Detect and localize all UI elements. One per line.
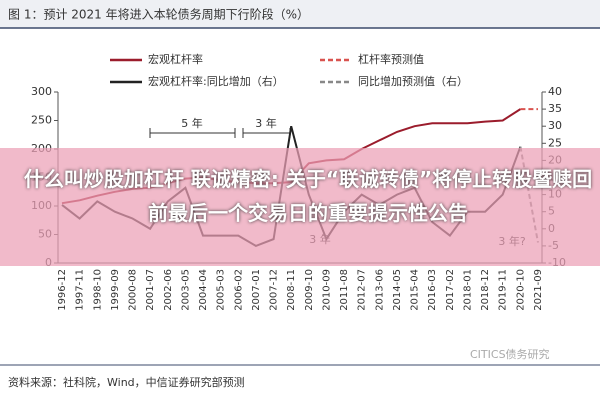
title-bar (0, 0, 600, 28)
legend-label: 杠杆率预测值 (358, 52, 424, 66)
x-tick-label: 2013-06 (374, 269, 385, 311)
x-tick-label: 1996-12 (57, 269, 68, 311)
x-tick-label: 2007-01 (251, 269, 262, 311)
x-tick-label: 2010-09 (321, 269, 332, 311)
x-tick-label: 2006-02 (233, 269, 244, 311)
source: 资料来源：社科院，Wind，中信证券研究部预测 (8, 375, 245, 389)
x-tick-label: 2002-06 (163, 269, 174, 311)
x-tick-label: 2015-04 (410, 269, 421, 311)
x-tick-label: 2009-10 (304, 269, 315, 311)
x-tick-label: 2008-11 (286, 269, 297, 311)
x-tick-label: 2021-09 (533, 269, 544, 311)
chart-title: 图 1：预计 2021 年将进入本轮债务周期下行阶段（%） (8, 7, 309, 22)
x-tick-label: 2011-08 (339, 269, 350, 311)
y2-tick-label: 30 (548, 119, 562, 132)
y2-tick-label: 35 (548, 102, 562, 115)
x-tick-label: 2005-03 (216, 269, 227, 311)
x-tick-label: 1997-11 (75, 269, 86, 311)
x-tick-label: 2014-05 (392, 269, 403, 311)
x-tick-label: 2016-03 (427, 269, 438, 311)
annotation-arrows (149, 128, 291, 138)
y2-tick-label: 40 (548, 85, 562, 98)
legend-label: 同比增加预测值（右） (358, 74, 468, 88)
x-tick-label: 2004-04 (198, 269, 209, 311)
y-tick-label: 250 (31, 114, 52, 127)
x-tick-label: 1999-09 (110, 269, 121, 311)
legend-label: 宏观杠杆率 (148, 52, 203, 66)
watermark: CITICS债务研究 (470, 347, 550, 361)
x-tick-label: 2001-07 (145, 269, 156, 311)
legend-label: 宏观杠杆率:同比增加（右） (148, 74, 284, 88)
x-tick-label: 1998-10 (92, 269, 103, 311)
x-tick-label: 2019-11 (498, 269, 509, 311)
x-tick-label: 2018-01 (462, 269, 473, 311)
annotation: 5 年 (181, 116, 203, 130)
annotation: 3 年 (255, 116, 277, 130)
x-tick-label: 2017-02 (445, 269, 456, 311)
news-overlay[interactable]: 什么叫炒股加杠杆 联诚精密: 关于“联诚转债”将停止转股暨赎回前最后一个交易日的… (0, 148, 600, 266)
y2-tick-label: 25 (548, 136, 562, 149)
x-tick-label: 2012-07 (357, 269, 368, 311)
x-tick-label: 2007-12 (269, 269, 280, 311)
x-tick-label: 2020-10 (515, 269, 526, 311)
x-tick-label: 2018-12 (480, 269, 491, 311)
x-tick-label: 2000-08 (128, 269, 139, 311)
y-tick-label: 300 (31, 85, 52, 98)
x-tick-label: 2003-05 (180, 269, 191, 311)
